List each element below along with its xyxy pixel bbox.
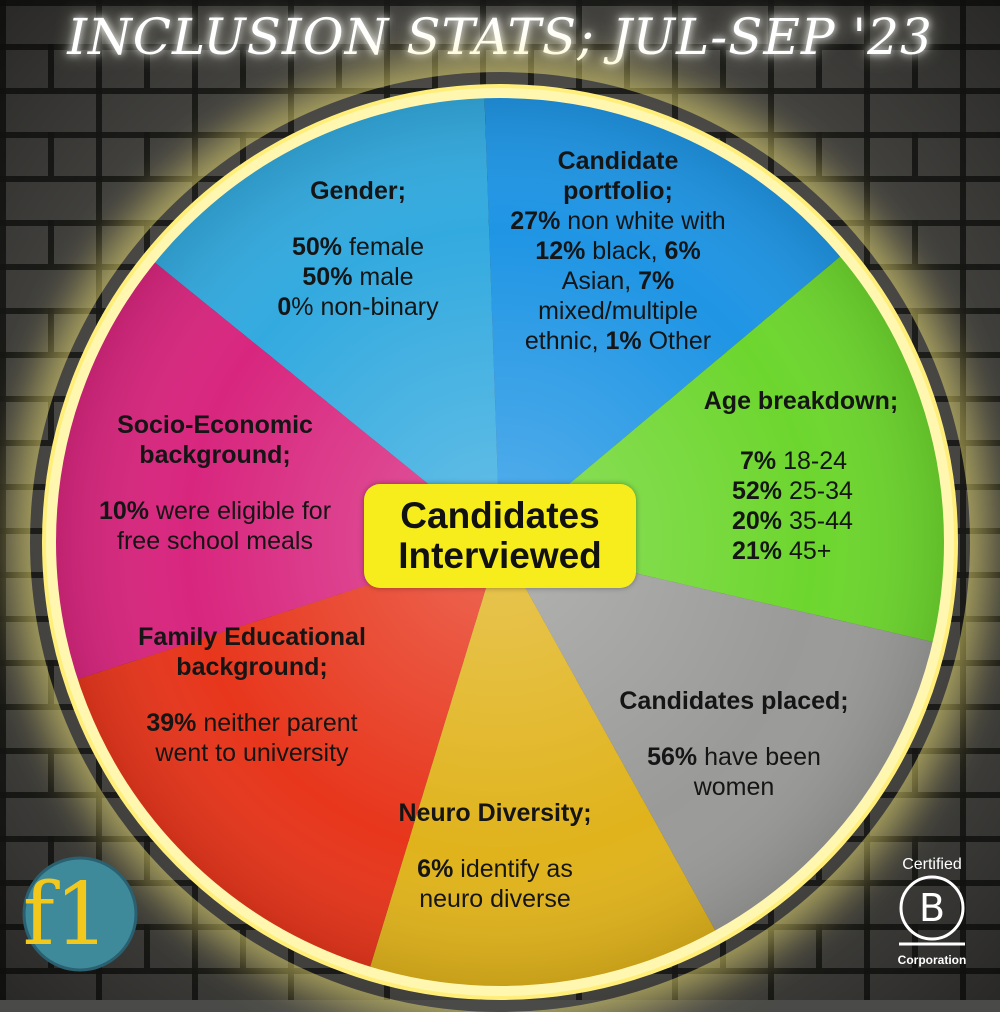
- neuro-line-2: neuro diverse: [419, 885, 571, 913]
- age-line-18-24: 7% 18-24: [740, 447, 848, 475]
- socio-line-1: 10% were eligible for: [98, 497, 332, 525]
- gender-line-female: 50% female: [291, 233, 425, 261]
- segment-family-educational: Family Educational background; 39% neith…: [106, 622, 398, 768]
- neuro-heading: Neuro Diversity;: [398, 799, 592, 827]
- center-label-line-1: Candidates: [400, 495, 600, 537]
- center-label-box: Candidates Interviewed: [364, 484, 636, 588]
- pie-ring-outer: [42, 84, 958, 1000]
- gender-line-male: 50% male: [302, 263, 414, 291]
- family-heading-2: background;: [176, 653, 328, 681]
- portfolio-line-2: 12% black, 6%: [535, 237, 701, 265]
- placed-line-2: women: [693, 773, 775, 801]
- socio-heading-1: Socio-Economic: [117, 411, 313, 439]
- socio-line-2: free school meals: [117, 527, 313, 555]
- f1-logo: f1: [22, 856, 138, 972]
- family-line-1: 39% neither parent: [146, 709, 358, 737]
- gender-heading: Gender;: [310, 177, 406, 205]
- segment-candidates-placed: Candidates placed; 56% have been women: [596, 686, 872, 802]
- age-line-25-34: 52% 25-34: [732, 477, 853, 505]
- bcorp-corporation-text: Corporation: [897, 953, 967, 967]
- placed-line-1: 56% have been: [647, 743, 821, 771]
- placed-lines: 56% have been women: [596, 742, 872, 802]
- segment-candidate-portfolio: Candidate portfolio; 27% non white with …: [490, 146, 746, 356]
- age-lines: 7% 18-24 52% 25-34 20% 35-44 21% 45+: [676, 446, 926, 566]
- bcorp-certified-text: Certified: [902, 856, 962, 873]
- segment-neuro-diversity: Neuro Diversity; 6% identify as neuro di…: [370, 798, 620, 914]
- portfolio-line-3: Asian, 7%: [561, 267, 675, 295]
- bcorp-badge: Certified B Corporation: [882, 856, 982, 967]
- age-heading: Age breakdown;: [703, 387, 899, 415]
- neuro-line-1: 6% identify as: [417, 855, 573, 883]
- center-label-line-2: Interviewed: [398, 535, 602, 576]
- segment-gender: Gender; 50% female 50% male 0% non-binar…: [228, 176, 488, 322]
- neuro-lines: 6% identify as neuro diverse: [370, 854, 620, 914]
- portfolio-line-1: 27% non white with: [510, 207, 726, 235]
- family-heading-1: Family Educational: [138, 623, 366, 651]
- f1-logo-letter: f1: [23, 865, 110, 965]
- family-line-2: went to university: [155, 739, 349, 767]
- socio-heading-2: background;: [139, 441, 291, 469]
- portfolio-heading-1: Candidate: [557, 147, 679, 175]
- family-lines: 39% neither parent went to university: [106, 708, 398, 768]
- page-title: INCLUSION STATS; JUL-SEP '23: [67, 8, 933, 66]
- segment-socio-economic: Socio-Economic background; 10% were elig…: [70, 410, 360, 556]
- bcorp-logo-icon: B: [899, 875, 965, 946]
- pie-ring: [44, 86, 956, 998]
- age-line-35-44: 20% 35-44: [732, 507, 853, 535]
- socio-lines: 10% were eligible for free school meals: [70, 496, 360, 556]
- age-line-45-plus: 21% 45+: [732, 537, 832, 565]
- portfolio-line-5: ethnic, 1% Other: [524, 327, 712, 355]
- segment-age-breakdown: Age breakdown; 7% 18-24 52% 25-34 20% 35…: [676, 386, 926, 566]
- placed-heading: Candidates placed;: [619, 687, 849, 715]
- gender-lines: 50% female 50% male 0% non-binary: [228, 232, 488, 322]
- portfolio-line-4: mixed/multiple: [538, 297, 698, 325]
- gender-line-nonbinary: 0% non-binary: [277, 293, 439, 321]
- svg-text:B: B: [919, 886, 945, 930]
- portfolio-heading-2: portfolio;: [563, 177, 673, 205]
